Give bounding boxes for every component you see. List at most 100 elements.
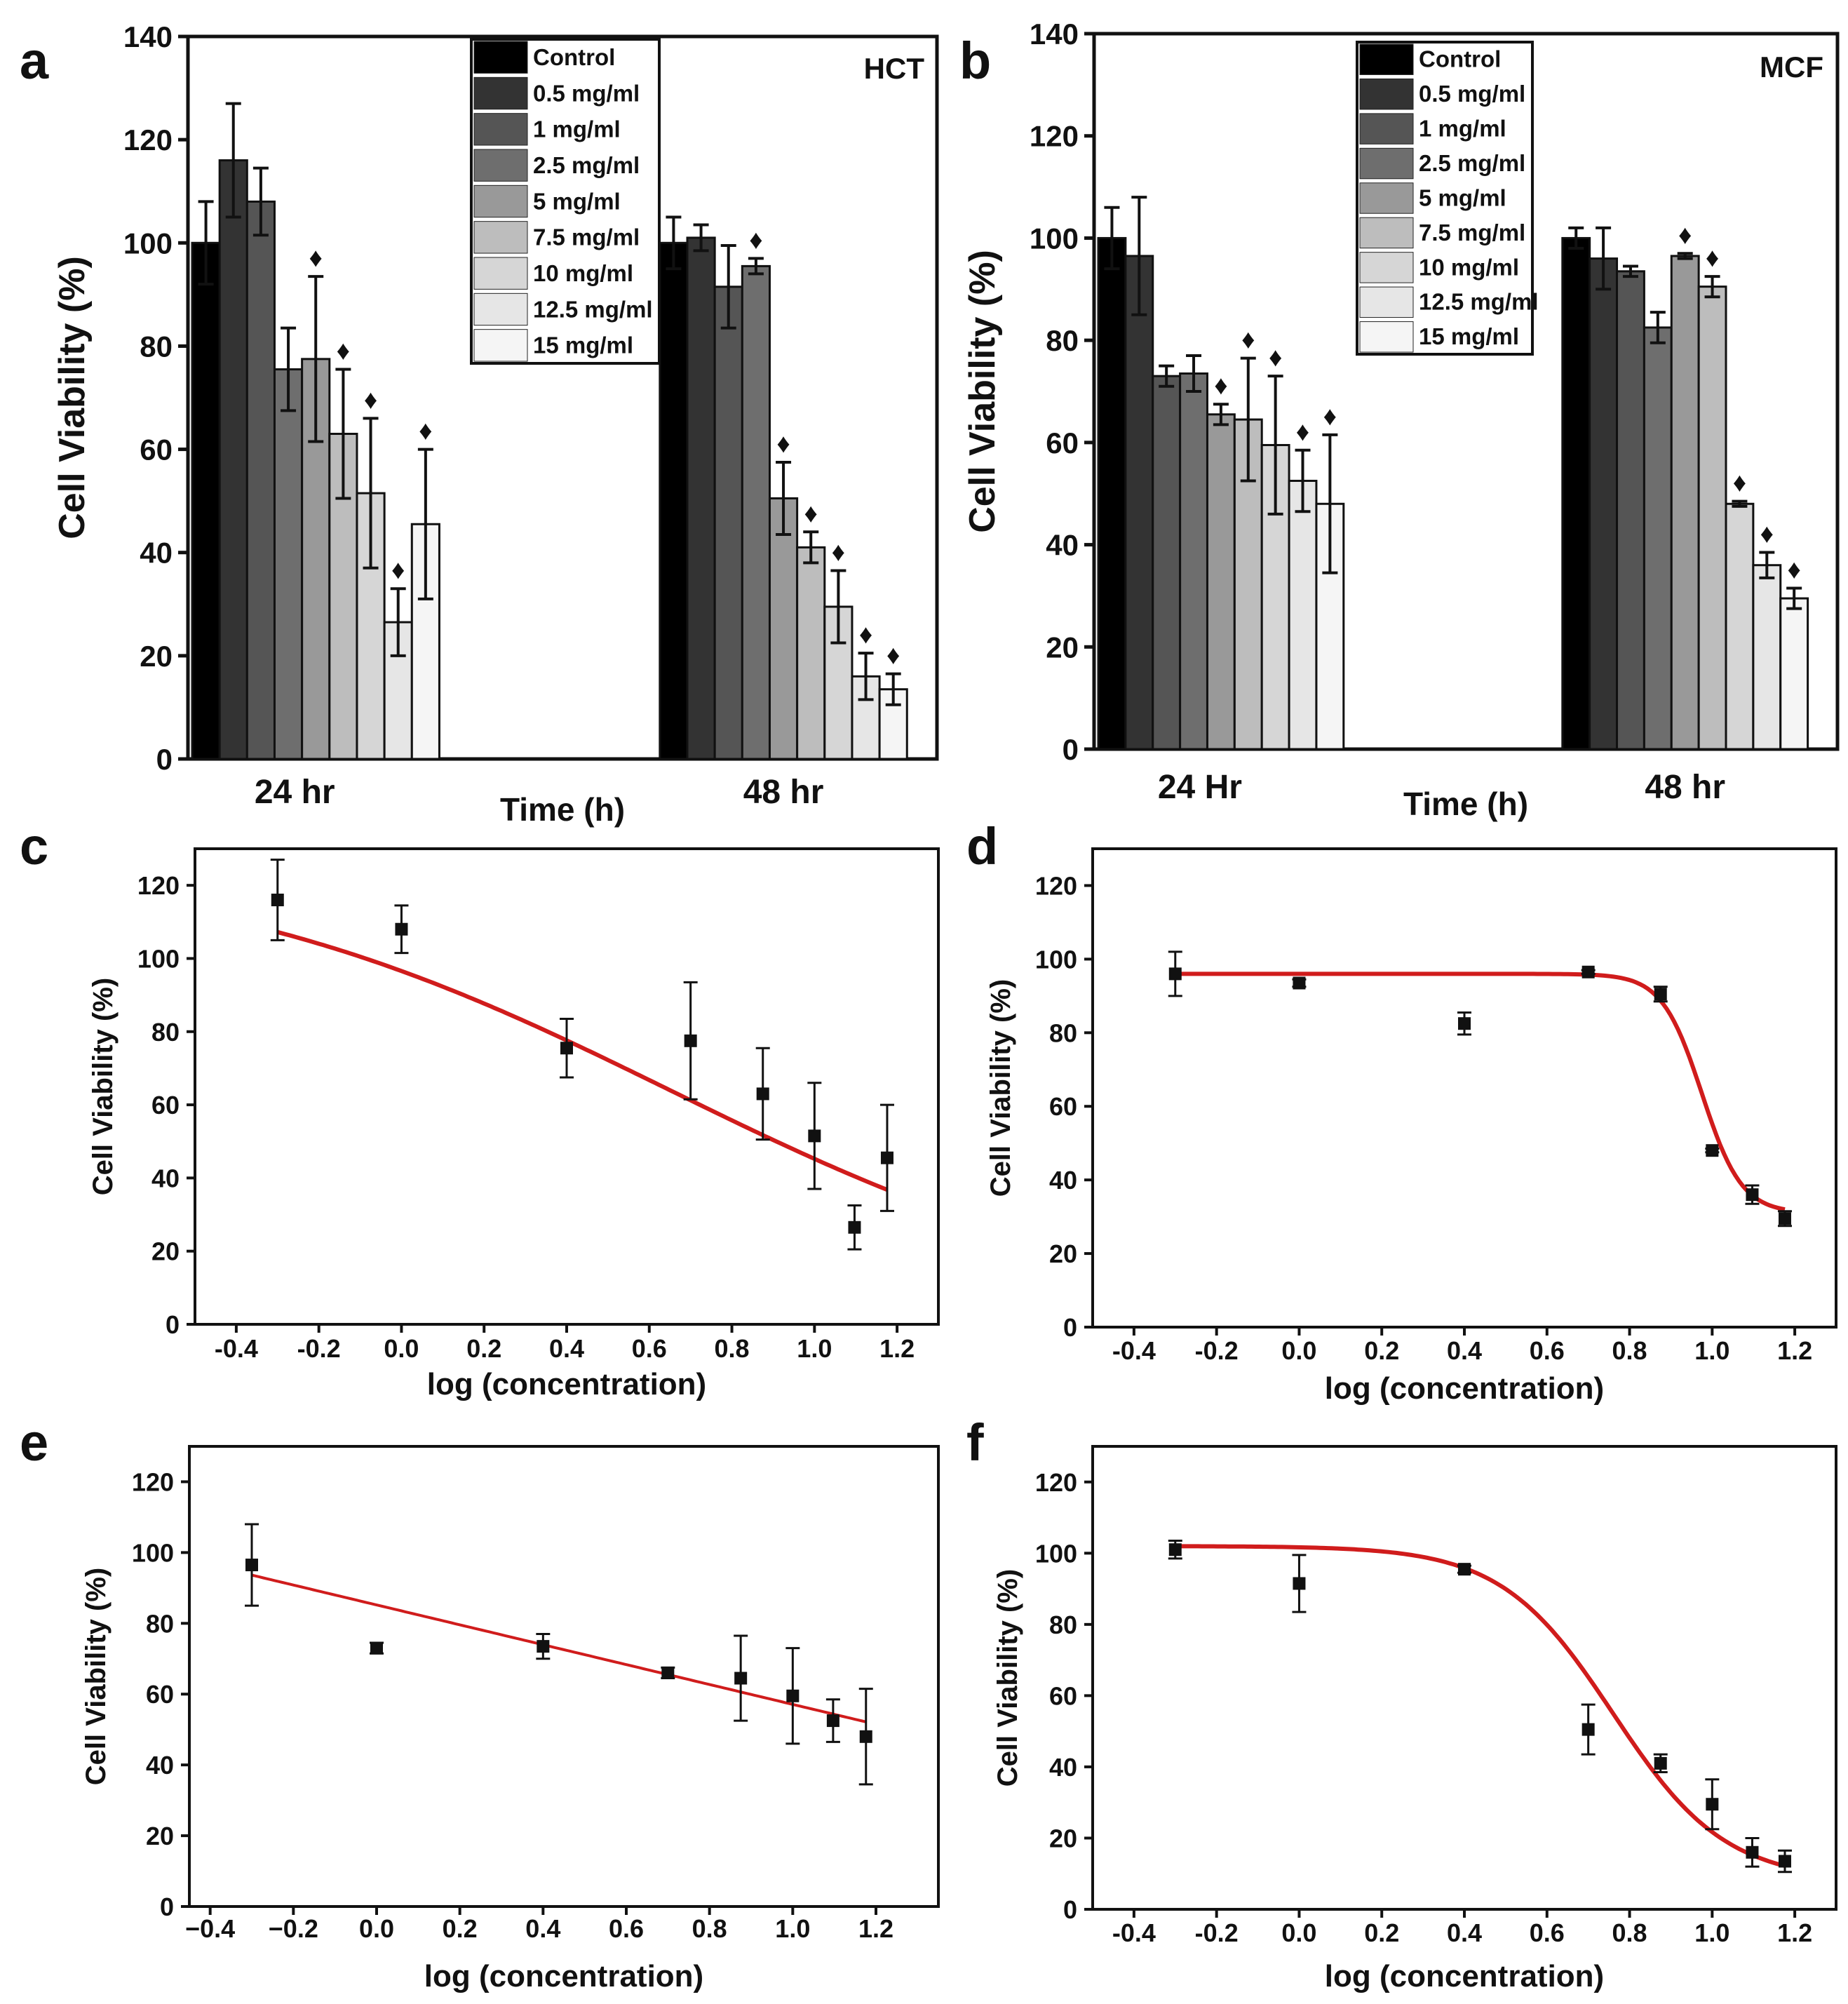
data-point <box>1746 1188 1759 1202</box>
legend-swatch <box>1359 252 1414 283</box>
legend-swatch <box>1359 286 1414 318</box>
significance-marker: ♦ <box>1323 402 1337 431</box>
legend-swatch <box>1359 43 1414 75</box>
y-axis-title: Cell Viability (%) <box>81 1568 112 1785</box>
legend-swatch <box>473 257 528 290</box>
bar <box>1152 375 1182 751</box>
x-tick-label: -0.4 <box>1112 1918 1156 1947</box>
legend-entry: 15 mg/ml <box>1419 323 1519 349</box>
bar <box>218 159 248 760</box>
data-point <box>1654 1756 1667 1770</box>
legend-entry: 12.5 mg/ml <box>1419 289 1539 315</box>
x-tick-label: 0.8 <box>715 1334 750 1363</box>
bar <box>1697 285 1727 751</box>
data-point <box>734 1672 748 1685</box>
y-tick-label: 100 <box>123 227 173 260</box>
legend-swatch <box>1359 147 1414 180</box>
y-tick-label: 140 <box>1030 18 1079 51</box>
x-tick-label: -0.4 <box>1112 1336 1156 1365</box>
significance-marker: ♦ <box>419 417 432 446</box>
legend-swatch <box>473 41 528 74</box>
legend-entry: 2.5 mg/ml <box>533 152 640 178</box>
bar <box>686 236 716 760</box>
significance-marker: ♦ <box>1733 469 1746 498</box>
panel-c-dose-response: c 0 20 40 60 80 100 120 -0.4 -0.2 0.0 0.2 0.4 0.6 0.8 1… <box>20 817 940 1401</box>
legend-entry: 15 mg/ml <box>533 332 633 358</box>
y-tick-label: 60 <box>140 433 173 466</box>
significance-marker: ♦ <box>886 641 900 671</box>
cell-line-tag: HCT <box>864 52 925 85</box>
x-tick-label: -0.2 <box>297 1334 341 1363</box>
significance-marker: ♦ <box>1760 520 1774 549</box>
legend-swatch <box>1359 182 1414 214</box>
y-tick-label: 40 <box>1049 1166 1077 1195</box>
data-point <box>370 1641 383 1655</box>
y-tick-label: 20 <box>1049 1239 1077 1268</box>
x-tick-label: 1.2 <box>858 1914 893 1943</box>
legend-swatch <box>473 113 528 146</box>
panel-letter: c <box>20 817 48 875</box>
significance-marker: ♦ <box>804 499 818 528</box>
panel-b-bar-chart: b 0 20 40 60 80 100 120 140 Cell Viability (%) Tim… <box>959 18 1840 822</box>
legend-swatch <box>473 292 528 326</box>
plot-frame <box>186 34 939 761</box>
legend-swatch <box>1359 113 1414 144</box>
bar <box>191 241 221 760</box>
bar <box>1288 480 1318 751</box>
significance-marker: ♦ <box>1241 325 1255 355</box>
data-point <box>808 1129 821 1143</box>
y-tick-label: 20 <box>1049 1824 1077 1852</box>
x-tick-label: 0.6 <box>632 1334 667 1363</box>
x-tick-label: 0.8 <box>692 1914 727 1943</box>
x-tick-label: 1.2 <box>879 1334 915 1363</box>
panel-letter: e <box>20 1413 48 1472</box>
panel-letter: f <box>966 1413 984 1472</box>
panel-e-dose-response: e 0 20 40 60 80 100 120 −0.4 −0.2 0.0 0.2 0.4 0.6 0.8 1… <box>20 1413 940 1993</box>
legend-swatch <box>473 184 528 218</box>
data-point <box>661 1666 675 1679</box>
x-tick-label: 1.2 <box>1777 1336 1812 1365</box>
legend-swatch <box>1359 78 1414 110</box>
x-tick-label: 0.4 <box>549 1334 584 1363</box>
y-tick-label: 40 <box>1046 529 1079 562</box>
bar <box>1779 597 1809 751</box>
x-tick-label: 0.4 <box>525 1914 560 1943</box>
y-tick-label: 20 <box>1046 631 1079 664</box>
y-tick-label: 120 <box>1035 871 1077 900</box>
data-point <box>859 1730 872 1743</box>
panel-d-dose-response: d 0 20 40 60 80 100 120 -0.4 -0.2 0.0 0.2 0.4 0.6 0.8 1… <box>966 817 1837 1406</box>
legend-swatch <box>1359 321 1414 353</box>
legend-entry: 7.5 mg/ml <box>533 224 640 250</box>
y-tick-label: 60 <box>1046 426 1079 459</box>
y-tick-label: 0 <box>160 1892 174 1921</box>
data-point <box>826 1714 839 1728</box>
data-point <box>1706 1798 1719 1811</box>
data-point <box>1706 1144 1719 1157</box>
data-point <box>1293 976 1306 990</box>
category-label: 48 hr <box>1645 769 1725 806</box>
bar <box>1725 502 1755 751</box>
legend-entry: 5 mg/ml <box>1419 184 1506 210</box>
panel-letter: b <box>959 32 991 90</box>
fit-curve <box>1175 971 1786 1212</box>
data-point <box>1168 967 1182 981</box>
bar <box>1616 270 1645 751</box>
y-tick-label: 20 <box>140 640 173 673</box>
x-tick-label: 1.2 <box>1777 1918 1812 1947</box>
x-tick-label: 0.2 <box>1364 1336 1399 1365</box>
legend-swatch <box>473 149 528 182</box>
data-point <box>395 922 408 936</box>
x-tick-label: 1.0 <box>797 1334 832 1363</box>
legend-entry: 0.5 mg/ml <box>533 80 640 106</box>
y-tick-label: 80 <box>140 330 173 363</box>
legend-entry: 0.5 mg/ml <box>1419 81 1525 107</box>
x-axis-title: log (concentration) <box>427 1367 706 1401</box>
x-tick-label: -0.4 <box>215 1334 258 1363</box>
x-tick-label: 0.6 <box>609 1914 644 1943</box>
y-tick-label: 80 <box>1046 324 1079 357</box>
y-tick-label: 60 <box>1049 1092 1077 1121</box>
category-label: 24 Hr <box>1158 769 1242 806</box>
x-tick-label: 1.0 <box>775 1914 810 1943</box>
y-tick-label: 100 <box>132 1538 174 1567</box>
